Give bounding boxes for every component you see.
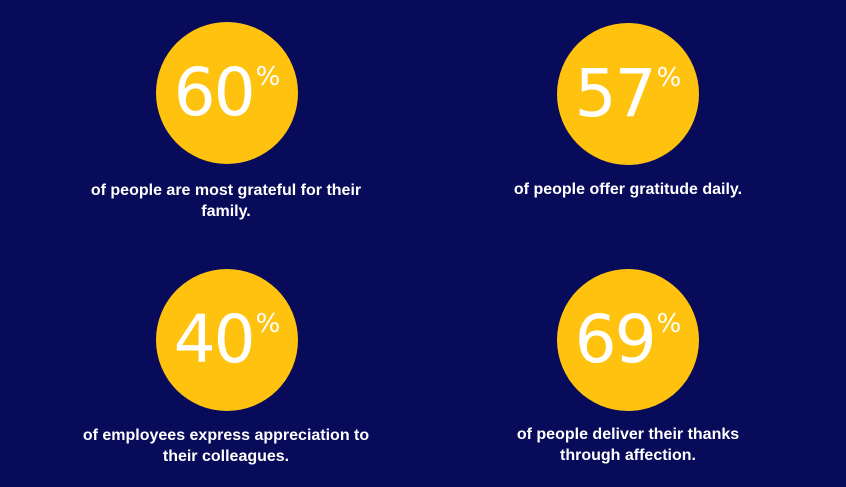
stat-circle: 57 % — [557, 23, 699, 165]
percent-sign: % — [255, 62, 281, 92]
stat-value: 40 % — [174, 307, 281, 373]
stat-number: 60 — [173, 54, 256, 131]
stat-circle: 60 % — [156, 22, 298, 164]
stat-caption: of people deliver their thanks through a… — [516, 426, 740, 464]
stat-value: 57 % — [575, 61, 682, 127]
stat-caption: of employees express appreciation to the… — [82, 427, 370, 465]
stat-circle: 69 % — [557, 269, 699, 411]
stat-value: 69 % — [575, 307, 682, 373]
stat-value: 60 % — [174, 60, 281, 126]
percent-sign: % — [656, 63, 682, 93]
stat-caption: of people offer gratitude daily. — [513, 181, 743, 198]
stat-caption: of people are most grateful for their fa… — [90, 182, 362, 220]
stat-number: 57 — [574, 55, 657, 132]
percent-sign: % — [255, 309, 281, 339]
stat-number: 40 — [173, 301, 256, 378]
stat-number: 69 — [574, 301, 657, 378]
percent-sign: % — [656, 309, 682, 339]
stat-circle: 40 % — [156, 269, 298, 411]
